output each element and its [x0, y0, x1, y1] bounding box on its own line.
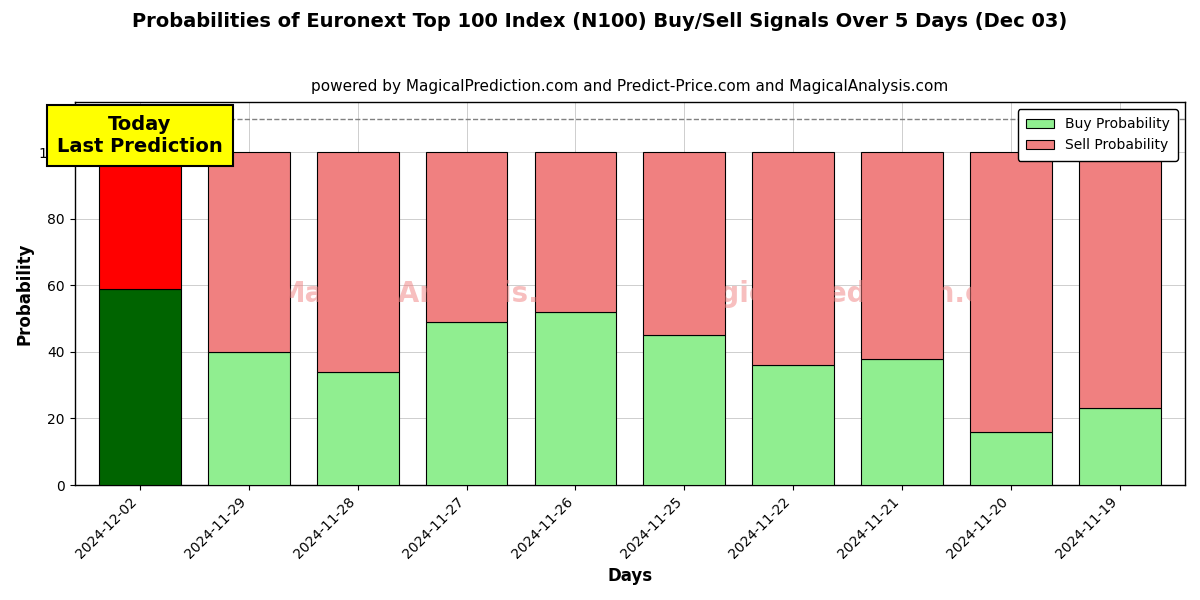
Bar: [317, 372, 398, 485]
Bar: [100, 289, 181, 485]
Bar: [752, 365, 834, 485]
Y-axis label: Probability: Probability: [16, 242, 34, 345]
Legend: Buy Probability, Sell Probability: Buy Probability, Sell Probability: [1018, 109, 1178, 161]
Bar: [534, 312, 617, 485]
Bar: [970, 152, 1051, 432]
Bar: [208, 152, 289, 352]
X-axis label: Days: Days: [607, 567, 653, 585]
Bar: [862, 152, 943, 359]
Title: powered by MagicalPrediction.com and Predict-Price.com and MagicalAnalysis.com: powered by MagicalPrediction.com and Pre…: [311, 79, 948, 94]
Bar: [208, 352, 289, 485]
Bar: [1079, 409, 1160, 485]
Bar: [534, 152, 617, 312]
Bar: [100, 152, 181, 289]
Bar: [317, 152, 398, 372]
Text: MagicalAnalysis.com: MagicalAnalysis.com: [278, 280, 604, 308]
Bar: [643, 152, 725, 335]
Text: Probabilities of Euronext Top 100 Index (N100) Buy/Sell Signals Over 5 Days (Dec: Probabilities of Euronext Top 100 Index …: [132, 12, 1068, 31]
Bar: [970, 432, 1051, 485]
Bar: [426, 152, 508, 322]
Text: MagicalPrediction.com: MagicalPrediction.com: [673, 280, 1030, 308]
Text: Today
Last Prediction: Today Last Prediction: [58, 115, 223, 156]
Bar: [426, 322, 508, 485]
Bar: [752, 152, 834, 365]
Bar: [1079, 152, 1160, 409]
Bar: [643, 335, 725, 485]
Bar: [862, 359, 943, 485]
